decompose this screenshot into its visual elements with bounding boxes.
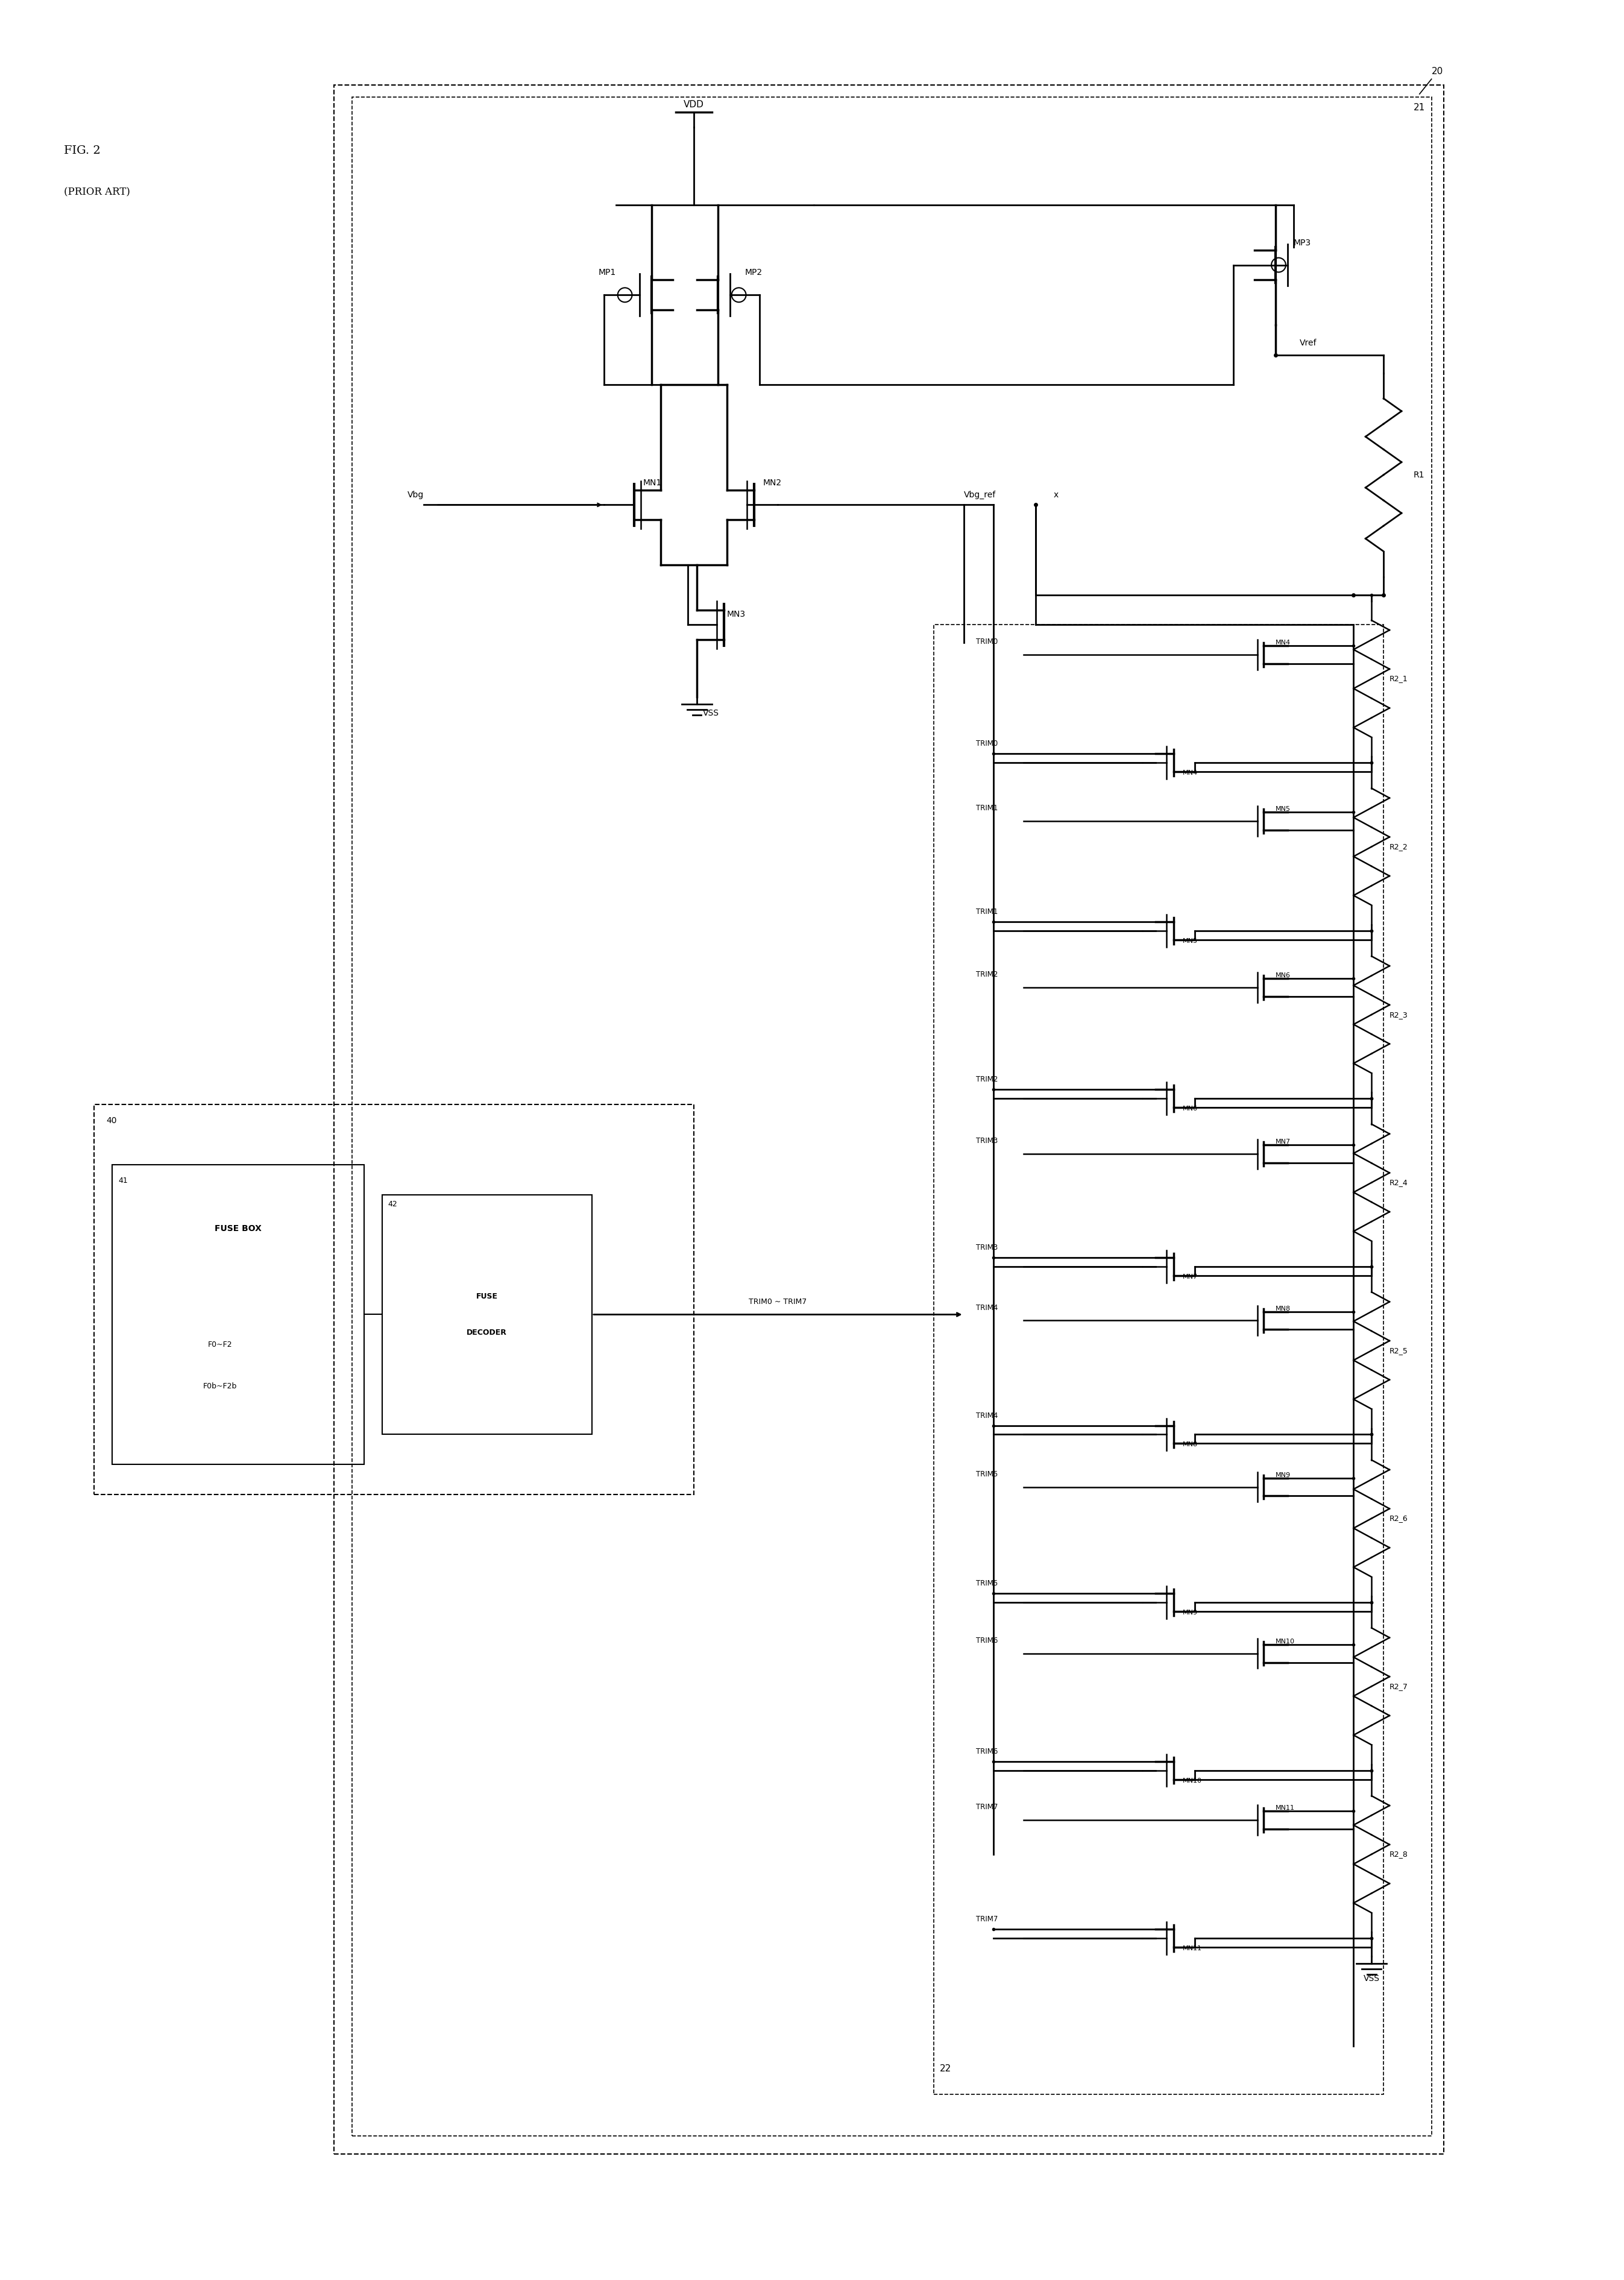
Text: 21: 21 [1413, 103, 1426, 112]
Text: 41: 41 [119, 1176, 128, 1183]
Text: R2_8: R2_8 [1390, 1851, 1408, 1858]
Text: FIG. 2: FIG. 2 [65, 146, 101, 155]
Text: TRIM7: TRIM7 [976, 1915, 997, 1924]
Text: TRIM6: TRIM6 [976, 1637, 997, 1644]
Text: R2_4: R2_4 [1390, 1179, 1408, 1186]
Text: R2_6: R2_6 [1390, 1514, 1408, 1523]
Text: MN11: MN11 [1182, 1945, 1202, 1952]
Text: VSS: VSS [1364, 1974, 1380, 1984]
Text: MN2: MN2 [763, 479, 781, 488]
Text: MN1: MN1 [643, 479, 661, 488]
Text: TRIM3: TRIM3 [976, 1243, 997, 1252]
Text: F0b~F2b: F0b~F2b [203, 1382, 237, 1391]
Text: MN11: MN11 [1275, 1806, 1294, 1810]
Text: MN9: MN9 [1182, 1610, 1199, 1617]
Text: MN4: MN4 [1275, 641, 1291, 645]
Text: MN10: MN10 [1275, 1639, 1294, 1644]
Bar [335, 84, 1444, 2155]
Text: FUSE: FUSE [476, 1293, 499, 1300]
Text: x: x [1054, 490, 1059, 499]
Text: MN7: MN7 [1182, 1275, 1199, 1279]
Text: 20: 20 [1431, 66, 1444, 75]
Text: 22: 22 [940, 2063, 952, 2073]
Text: MN3: MN3 [728, 611, 745, 618]
Text: VSS: VSS [703, 709, 719, 718]
Text: TRIM7: TRIM7 [976, 1803, 997, 1810]
Text: Vbg_ref: Vbg_ref [963, 490, 996, 499]
Text: Vbg: Vbg [408, 490, 424, 499]
Text: TRIM0: TRIM0 [976, 741, 997, 748]
Text: VDD: VDD [684, 100, 705, 109]
Text: R2_1: R2_1 [1390, 675, 1408, 682]
Text: R2_2: R2_2 [1390, 844, 1408, 850]
Text: TRIM0 ~ TRIM7: TRIM0 ~ TRIM7 [749, 1297, 807, 1306]
Text: MN6: MN6 [1182, 1106, 1197, 1113]
Text: DECODER: DECODER [466, 1329, 507, 1336]
Text: MP3: MP3 [1294, 239, 1311, 246]
Text: MP1: MP1 [598, 269, 615, 276]
Text: Vref: Vref [1299, 340, 1317, 347]
Text: MN6: MN6 [1275, 974, 1291, 978]
Text: MP2: MP2 [745, 269, 762, 276]
Text: R2_5: R2_5 [1390, 1347, 1408, 1354]
Text: (PRIOR ART): (PRIOR ART) [65, 187, 130, 198]
Text: 42: 42 [388, 1202, 398, 1208]
Text: MN7: MN7 [1275, 1140, 1291, 1145]
Bar [112, 1165, 364, 1464]
Text: R2_7: R2_7 [1390, 1683, 1408, 1689]
Text: TRIM2: TRIM2 [976, 971, 997, 978]
Text: MN10: MN10 [1182, 1778, 1202, 1783]
Bar [352, 98, 1431, 2136]
Text: TRIM5: TRIM5 [976, 1471, 997, 1477]
Text: R2_3: R2_3 [1390, 1010, 1408, 1019]
Text: MN4: MN4 [1182, 771, 1199, 775]
Bar [94, 1104, 693, 1493]
Text: TRIM0: TRIM0 [976, 638, 997, 645]
Text: TRIM3: TRIM3 [976, 1138, 997, 1145]
Text: FUSE BOX: FUSE BOX [214, 1224, 261, 1233]
Text: TRIM4: TRIM4 [976, 1304, 997, 1311]
Text: MN8: MN8 [1275, 1306, 1291, 1311]
Text: F0~F2: F0~F2 [208, 1341, 232, 1347]
Text: 40: 40 [106, 1117, 117, 1124]
Text: TRIM1: TRIM1 [976, 907, 997, 917]
Text: TRIM1: TRIM1 [976, 805, 997, 812]
Text: TRIM5: TRIM5 [976, 1580, 997, 1587]
Text: MN9: MN9 [1275, 1473, 1291, 1477]
Text: TRIM2: TRIM2 [976, 1076, 997, 1083]
Bar [382, 1195, 591, 1434]
Text: TRIM4: TRIM4 [976, 1411, 997, 1420]
Text: MN8: MN8 [1182, 1441, 1199, 1448]
Text: MN5: MN5 [1182, 937, 1197, 944]
Text: TRIM6: TRIM6 [976, 1746, 997, 1756]
Text: MN5: MN5 [1275, 807, 1291, 812]
Bar [934, 625, 1384, 2095]
Text: R1: R1 [1413, 470, 1424, 479]
